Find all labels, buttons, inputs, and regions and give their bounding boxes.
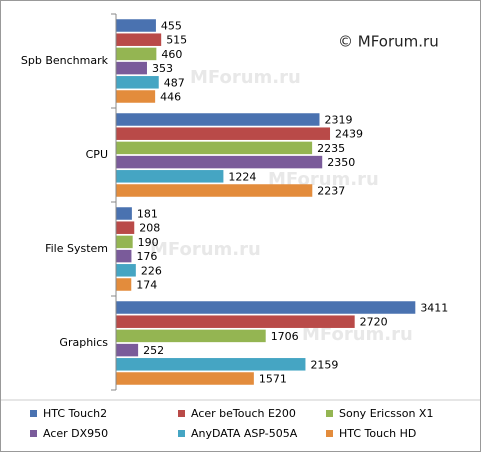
data-label: 2159 [310,358,338,371]
data-label: 208 [139,222,160,235]
data-label: 1571 [259,373,287,386]
bar [116,278,132,291]
data-label: 460 [161,48,182,61]
legend-swatch [178,410,185,417]
data-label: 176 [136,250,157,263]
data-label: 174 [136,279,157,292]
bar [116,113,320,126]
data-label: 515 [166,34,187,47]
bar [116,372,254,385]
data-label: 1224 [228,170,256,183]
bar [116,329,266,343]
bar [116,127,331,140]
bar [116,221,135,234]
bar [116,47,157,61]
watermark: MForum.ru [190,67,301,88]
bar [116,19,156,32]
data-label: 2319 [324,114,352,127]
data-label: 190 [138,236,159,249]
legend-label: Acer beTouch E200 [191,407,296,420]
category-label: Spb Benchmark [21,54,109,67]
copyright: © MForum.ru [338,33,439,51]
bar [116,249,132,263]
data-label: 2439 [335,128,363,141]
watermark: MForum.ru [302,324,413,345]
legend-swatch [30,410,37,417]
legend-label: Sony Ericsson X1 [339,407,433,420]
bar [116,90,156,103]
category-label: Graphics [59,336,108,349]
watermark: MForum.ru [150,239,261,260]
bar [116,141,313,155]
legend-label: HTC Touch HD [339,427,416,440]
data-label: 252 [143,344,164,357]
data-label: 2350 [327,156,355,169]
bar [116,207,132,220]
bar [116,155,323,169]
category-label: CPU [86,148,108,161]
bar [116,170,224,183]
bar [116,61,147,75]
bar [116,301,416,314]
bar [116,315,355,328]
data-label: 353 [152,62,173,75]
legend-label: Acer DX950 [43,427,108,440]
bar [116,343,139,357]
bar [116,264,136,277]
data-label: 446 [160,91,181,104]
bar [116,358,306,371]
bar [116,235,133,249]
legend-label: HTC Touch2 [43,407,107,420]
data-label: 2720 [360,316,388,329]
category-label: File System [45,242,108,255]
bar [116,184,313,197]
legend-swatch [326,430,333,437]
bar [116,76,159,89]
legend-swatch [178,430,185,437]
bar [116,33,162,46]
data-label: 455 [161,20,182,33]
legend-swatch [30,430,37,437]
data-label: 2235 [317,142,345,155]
data-label: 226 [141,264,162,277]
legend-swatch [326,410,333,417]
data-label: 487 [164,76,185,89]
data-label: 181 [137,208,158,221]
legend-label: AnyDATA ASP-505A [191,427,298,440]
data-label: 2237 [317,185,345,198]
data-label: 1706 [271,330,299,343]
data-label: 3411 [420,302,448,315]
